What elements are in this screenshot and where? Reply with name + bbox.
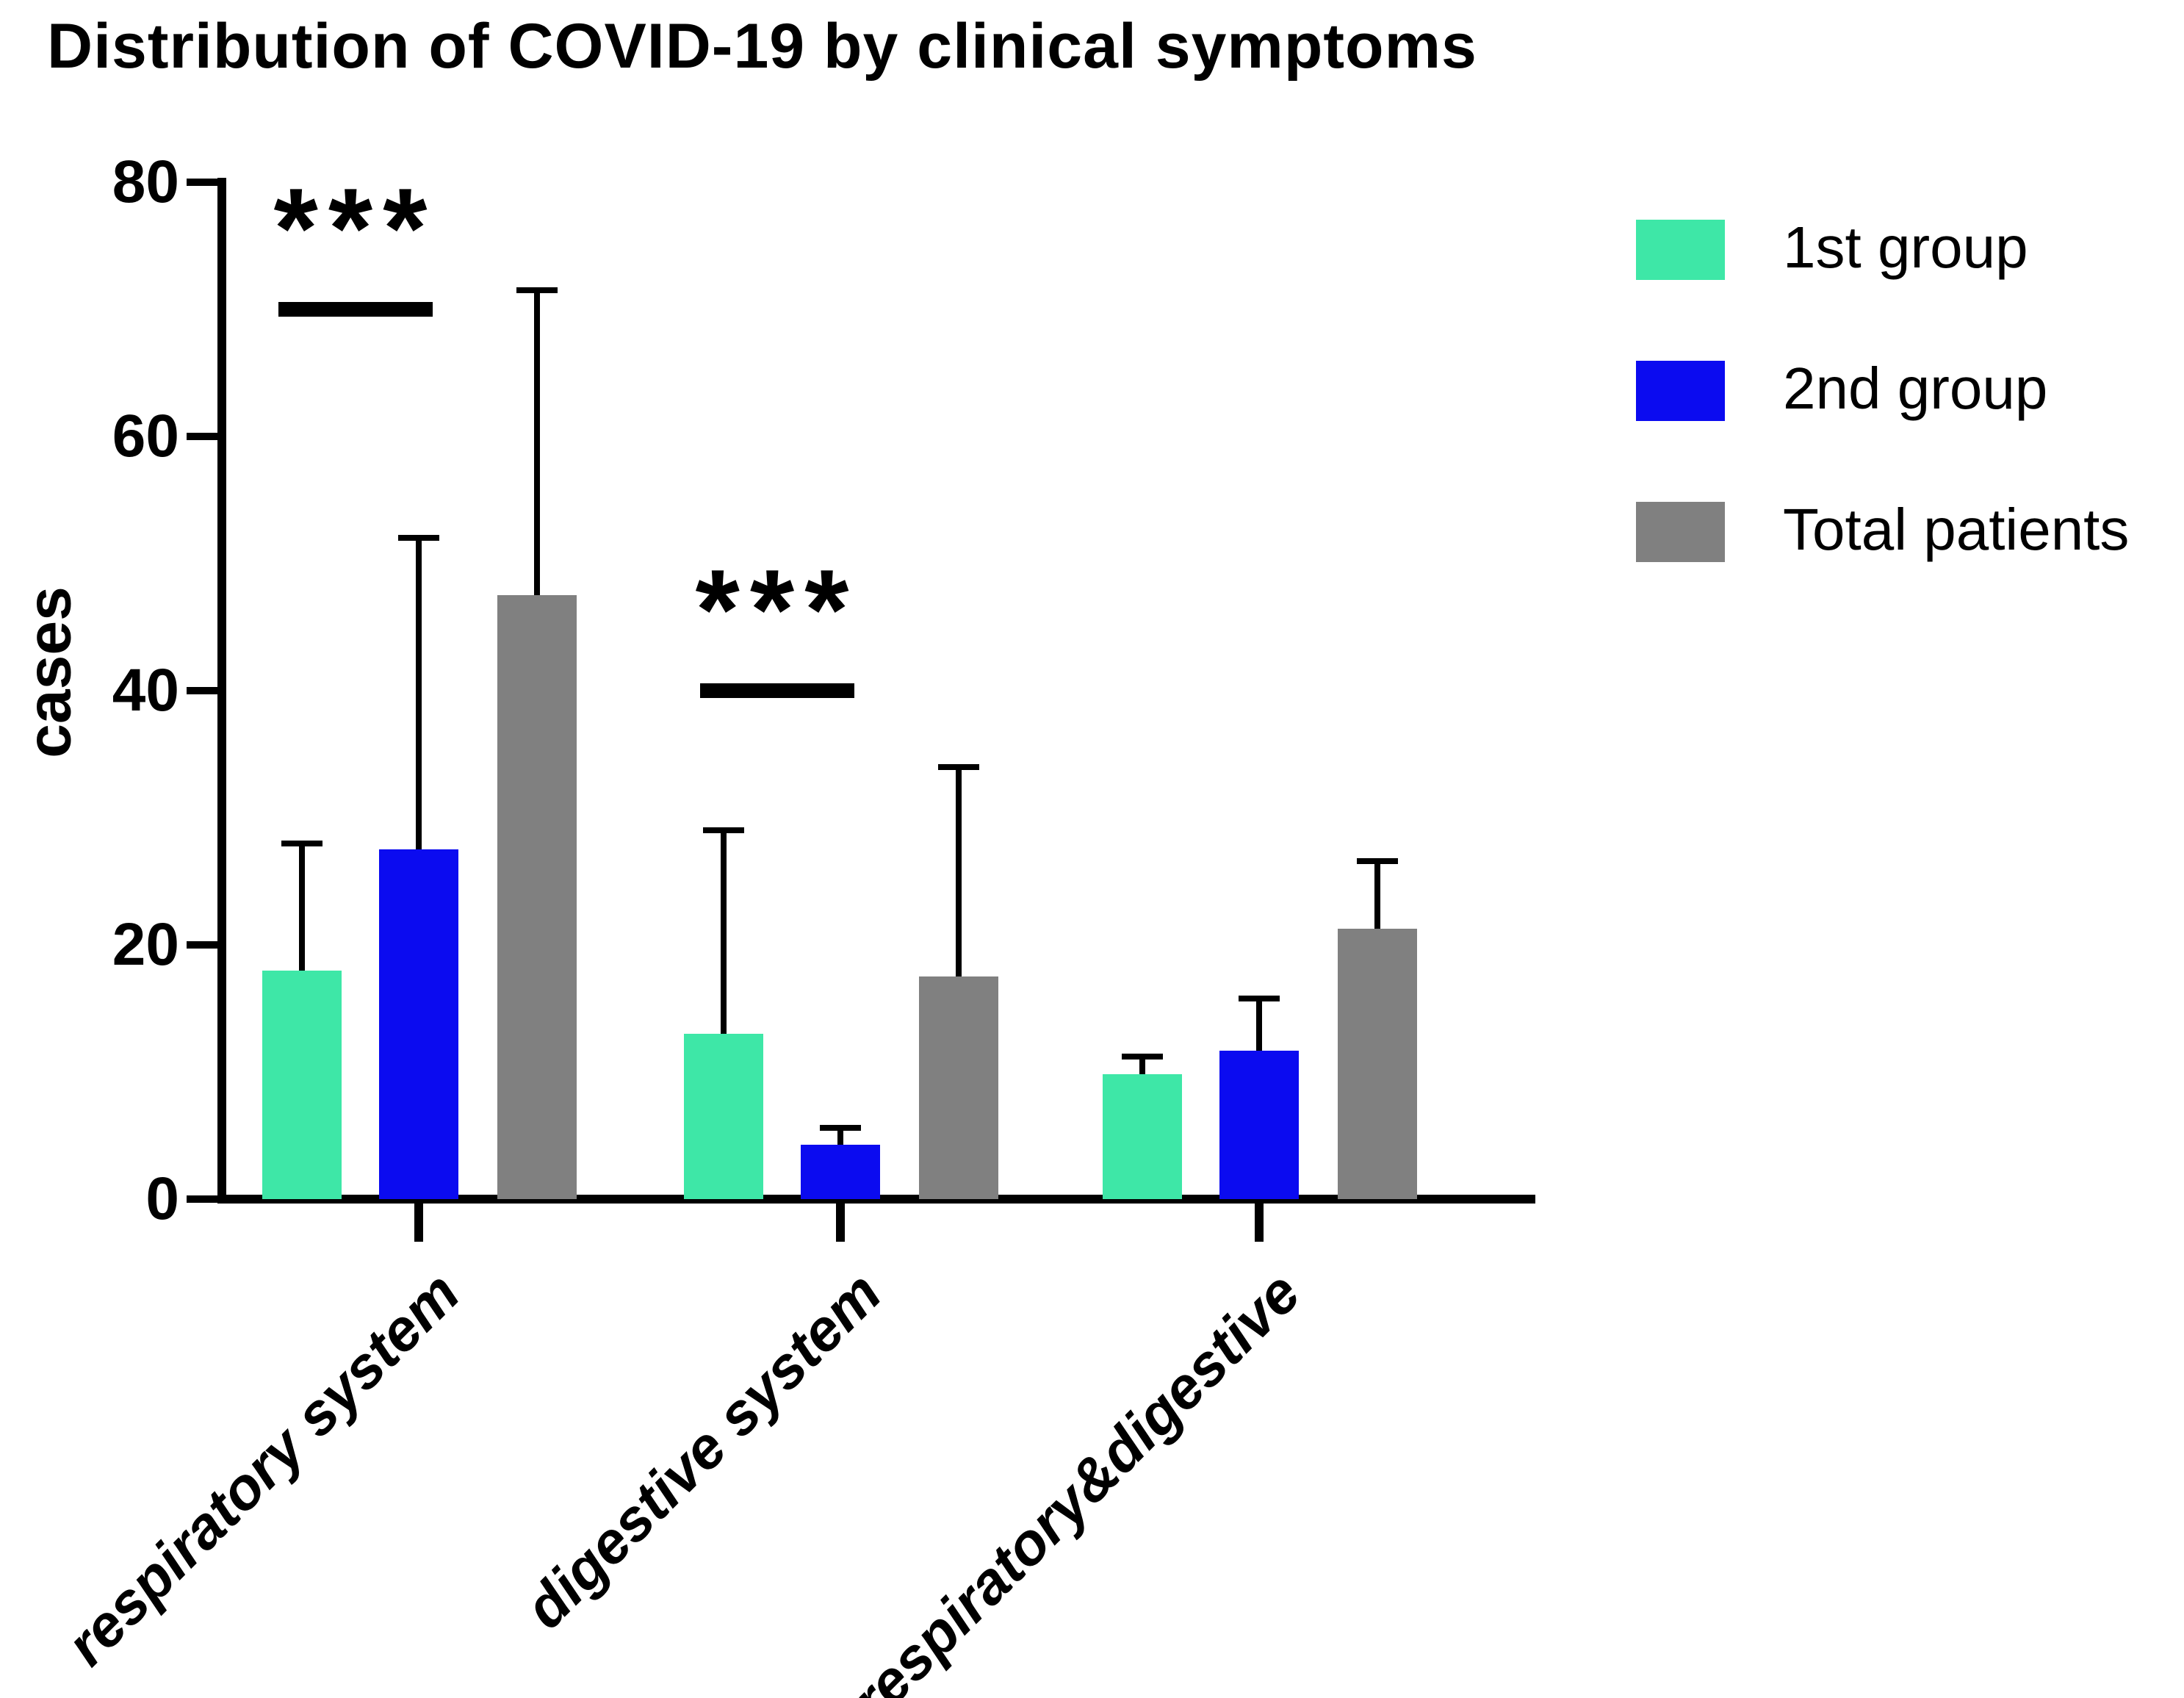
bar-total-patients-1 [497,595,577,1199]
significance-asterisks: *** [273,165,438,292]
error-bar-cap [1239,995,1280,1001]
error-bar-stem [956,766,962,977]
error-bar-cap [1122,1054,1163,1060]
bar-total-patients-3 [1338,928,1417,1199]
chart-title: Distribution of COVID-19 by clinical sym… [47,11,1477,82]
error-bar-stem [416,538,422,850]
legend-swatch-1st-group [1636,220,1725,280]
error-bar-stem [299,843,305,971]
significance-line [700,683,854,698]
error-bar-cap [938,763,979,770]
bar-total-patients-2 [919,976,998,1199]
legend-swatch-total-patients [1636,502,1725,562]
legend-swatch-2nd-group [1636,361,1725,421]
error-bar-cap [281,840,322,846]
x-tick-mark [1255,1204,1264,1242]
significance-asterisks: *** [695,546,859,673]
legend-label: 1st group [1783,215,2028,280]
error-bar-stem [1256,998,1262,1051]
error-bar-cap [516,287,558,294]
error-bar-cap [820,1125,861,1132]
y-tick-label: 40 [112,657,179,724]
y-tick-mark [187,687,217,694]
bar-2nd-group-3 [1219,1050,1299,1199]
y-tick-label: 0 [145,1165,179,1232]
bar-2nd-group-2 [801,1144,880,1199]
y-tick-mark [187,1195,217,1203]
error-bar-cap [703,827,744,834]
y-axis-line [217,178,226,1204]
y-tick-label: 60 [112,403,179,470]
error-bar-cap [398,535,439,542]
error-bar-cap [1357,857,1398,864]
y-tick-mark [187,941,217,949]
y-tick-mark [187,179,217,186]
y-tick-label: 20 [112,911,179,978]
category-label: respiratory system [54,1259,472,1678]
x-tick-mark [836,1204,845,1242]
error-bar-stem [721,830,727,1035]
bar-2nd-group-1 [379,849,458,1199]
error-bar-stem [1139,1057,1145,1075]
bar-1st-group-2 [684,1034,763,1199]
bar-1st-group-1 [262,970,342,1199]
x-tick-mark [414,1204,423,1242]
error-bar-stem [534,290,540,596]
y-tick-label: 80 [112,148,179,215]
significance-line [278,302,433,317]
y-tick-mark [187,433,217,440]
legend-label: 2nd group [1783,356,2048,421]
bar-1st-group-3 [1103,1074,1182,1199]
error-bar-stem [837,1128,843,1145]
error-bar-stem [1374,860,1380,929]
legend-label: Total patients [1783,497,2130,562]
